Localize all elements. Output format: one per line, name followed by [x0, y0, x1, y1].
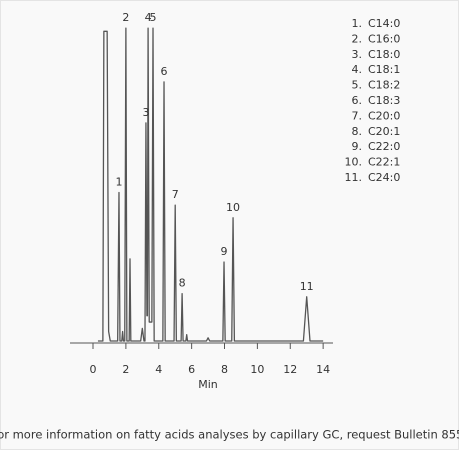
- legend-name: C22:1: [368, 156, 400, 169]
- legend-name: C20:1: [368, 125, 400, 138]
- peak-label: 11: [300, 280, 314, 293]
- legend-name: C18:1: [368, 63, 400, 76]
- peak-label: 3: [142, 106, 149, 119]
- footer-note: For more information on fatty acids anal…: [0, 428, 459, 442]
- peak-label: 5: [150, 11, 157, 24]
- legend-number: 7.: [352, 109, 363, 122]
- peak-label: 2: [122, 11, 129, 24]
- x-tick-label: 12: [283, 363, 297, 376]
- peak-label: 6: [161, 65, 168, 78]
- legend-number: 2.: [352, 32, 363, 45]
- legend-number: 9.: [352, 140, 363, 153]
- x-tick-label: 4: [155, 363, 162, 376]
- x-tick-label: 0: [90, 363, 97, 376]
- x-tick-label: 6: [188, 363, 195, 376]
- chromatogram-trace: [97, 27, 324, 342]
- peak-label: 9: [221, 245, 228, 258]
- peak-label: 1: [115, 175, 122, 188]
- peak-label: 10: [226, 201, 240, 214]
- legend-number: 4.: [352, 63, 363, 76]
- legend-name: C18:2: [368, 79, 400, 92]
- legend-name: C18:3: [368, 94, 400, 107]
- legend-number: 3.: [352, 48, 363, 61]
- legend-name: C14:0: [368, 17, 400, 30]
- legend-number: 11.: [345, 171, 363, 184]
- x-tick-label: 14: [316, 363, 330, 376]
- legend-number: 1.: [352, 17, 363, 30]
- x-tick-label: 8: [221, 363, 228, 376]
- peak-label: 4: [145, 11, 152, 24]
- legend-number: 6.: [352, 94, 363, 107]
- legend-number: 10.: [345, 156, 363, 169]
- x-tick-label: 2: [122, 363, 129, 376]
- legend-number: 5.: [352, 79, 363, 92]
- legend-name: C22:0: [368, 140, 400, 153]
- x-tick-label: 10: [250, 363, 264, 376]
- peak-label: 7: [172, 188, 179, 201]
- legend-name: C18:0: [368, 48, 400, 61]
- legend-name: C20:0: [368, 109, 400, 122]
- legend-name: C16:0: [368, 32, 400, 45]
- legend-number: 8.: [352, 125, 363, 138]
- x-axis-label: Min: [198, 378, 218, 391]
- legend-name: C24:0: [368, 171, 400, 184]
- peak-label: 8: [179, 277, 186, 290]
